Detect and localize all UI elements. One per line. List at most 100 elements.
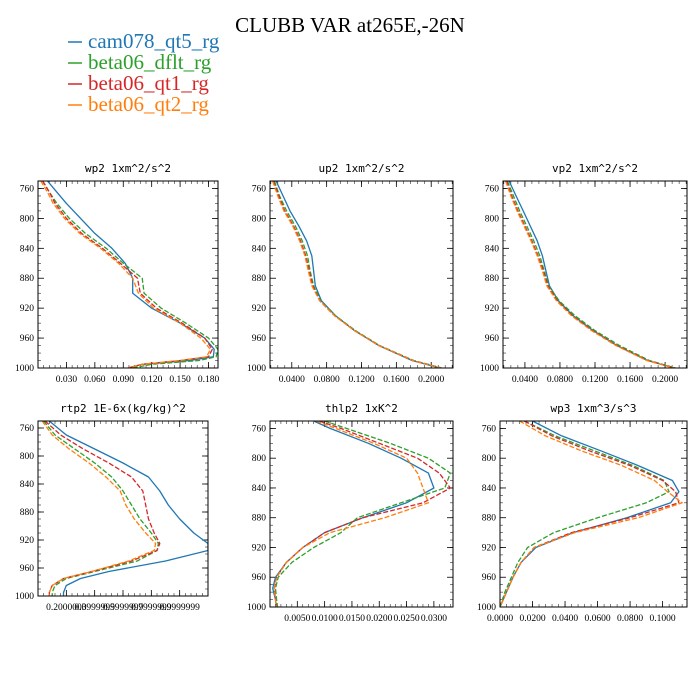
y-tick-label: 880: [482, 514, 497, 524]
series-line-beta06_qt1_rg: [505, 181, 675, 368]
series-line-beta06_qt2_rg: [500, 421, 683, 607]
y-tick-label: 1000: [477, 603, 496, 613]
x-tick-label: 0.0150: [339, 614, 365, 624]
plot-frame: [269, 420, 454, 608]
panel-title: up2 1xm^2/s^2: [318, 162, 404, 175]
x-tick-label: 0.1200: [582, 375, 608, 385]
series-line-beta06_qt2_rg: [271, 181, 441, 368]
y-tick-label: 840: [252, 244, 267, 254]
series-line-beta06_dflt_rg: [274, 421, 451, 607]
panel-title: wp2 1xm^2/s^2: [85, 162, 171, 175]
x-tick-label: 0.2000: [652, 375, 678, 385]
x-tick-label: 0.0200: [519, 614, 545, 624]
panels-grid: wp2 1xm^2/s^2 760 800 840 880 920 960 1000 0.030…: [15, 162, 688, 624]
series-line-beta06_qt1_rg: [42, 181, 213, 368]
x-tick-label: 0.0300: [421, 614, 447, 624]
figure-title: CLUBB VAR at265E,-26N: [235, 13, 465, 37]
y-tick-label: 960: [20, 564, 35, 574]
y-tick-label: 800: [252, 214, 267, 224]
x-tick-label: 0.0600: [585, 614, 611, 624]
x-tick-label: 0.0800: [314, 375, 340, 385]
panel-6: wp3 1xm^3/s^3 760 800 840 880 920 960 10000.000…: [477, 402, 688, 624]
series-line-beta06_qt2_rg: [504, 181, 675, 368]
series-line-beta06_dflt_rg: [506, 181, 676, 368]
x-tick-label: 0.030: [56, 375, 78, 385]
y-tick-label: 760: [20, 184, 35, 194]
x-tick-label: 0.1600: [617, 375, 643, 385]
x-tick-label: 0.120: [141, 375, 163, 385]
x-tick-label: 0.0400: [552, 614, 578, 624]
y-tick-label: 840: [252, 484, 267, 494]
series-line-cam078_qt5_rg: [47, 181, 215, 368]
panel-1: wp2 1xm^2/s^2 760 800 840 880 920 960 1000 0.030…: [15, 162, 219, 385]
y-tick-label: 800: [482, 454, 497, 464]
x-tick-label: 0.1600: [383, 375, 409, 385]
y-tick-label: 760: [252, 424, 267, 434]
panel-3: vp2 1xm^2/s^2 760 800 840 880 920 960 1000 0.040…: [480, 162, 688, 385]
y-tick-label: 960: [252, 573, 267, 583]
y-tick-label: 960: [482, 573, 497, 583]
panel-title: rtp2 1E-6x(kg/kg)^2: [60, 402, 186, 415]
y-tick-label: 800: [20, 214, 35, 224]
series-line-beta06_qt1_rg: [273, 421, 451, 607]
series-line-cam078_qt5_rg: [272, 421, 435, 607]
legend: cam078_qt5_rgbeta06_dflt_rgbeta06_qt1_rg…: [68, 29, 220, 116]
y-tick-label: 1000: [247, 364, 266, 374]
x-tick-label: 0.2000000: [46, 603, 87, 613]
series-line-beta06_qt1_rg: [272, 181, 441, 368]
series-line-beta06_dflt_rg: [273, 181, 442, 368]
x-tick-label: 0.0250: [394, 614, 420, 624]
x-tick-label: 0.0000: [487, 614, 513, 624]
y-tick-label: 880: [252, 514, 267, 524]
series-line-beta06_dflt_rg: [43, 421, 160, 596]
x-tick-label: 0.0400: [512, 375, 538, 385]
legend-label-beta06_dflt_rg: beta06_dflt_rg: [88, 50, 212, 74]
series-line-cam078_qt5_rg: [48, 421, 208, 596]
legend-label-beta06_qt1_rg: beta06_qt1_rg: [88, 71, 209, 95]
x-tick-label: 0.090: [113, 375, 135, 385]
y-tick-label: 960: [485, 334, 500, 344]
y-tick-label: 1000: [247, 603, 266, 613]
series-line-beta06_dflt_rg: [42, 181, 218, 368]
legend-label-cam078_qt5_rg: cam078_qt5_rg: [88, 29, 220, 53]
series-line-cam078_qt5_rg: [508, 181, 675, 368]
y-tick-label: 920: [252, 304, 267, 314]
x-tick-label: 0.2000: [418, 375, 444, 385]
x-tick-label: 0.0050: [284, 614, 310, 624]
series-line-cam078_qt5_rg: [275, 181, 441, 368]
y-tick-label: 920: [485, 304, 500, 314]
y-tick-label: 760: [482, 424, 497, 434]
plot-frame: [502, 180, 688, 369]
y-tick-label: 960: [252, 334, 267, 344]
x-tick-label: 0.9999999: [159, 603, 200, 613]
y-tick-label: 760: [485, 184, 500, 194]
y-tick-label: 800: [485, 214, 500, 224]
y-tick-label: 920: [20, 536, 35, 546]
y-tick-label: 840: [485, 244, 500, 254]
x-tick-label: 0.0100: [312, 614, 338, 624]
panel-title: thlp2 1xK^2: [325, 402, 398, 415]
plot-frame: [499, 420, 688, 608]
y-tick-label: 840: [20, 244, 35, 254]
y-tick-label: 1000: [15, 592, 34, 602]
y-tick-label: 840: [482, 484, 497, 494]
y-tick-label: 880: [20, 274, 35, 284]
y-tick-label: 920: [252, 543, 267, 553]
x-tick-label: 0.0800: [617, 614, 643, 624]
y-tick-label: 800: [20, 452, 35, 462]
y-tick-label: 920: [20, 304, 35, 314]
x-tick-label: 0.060: [84, 375, 106, 385]
panel-title: vp2 1xm^2/s^2: [552, 162, 638, 175]
x-tick-label: 0.3999999: [74, 603, 115, 613]
y-tick-label: 880: [252, 274, 267, 284]
plot-frame: [37, 180, 219, 369]
panel-title: wp3 1xm^3/s^3: [550, 402, 636, 415]
plot-frame: [269, 180, 454, 369]
y-tick-label: 1000: [15, 364, 34, 374]
y-tick-label: 880: [485, 274, 500, 284]
y-tick-label: 1000: [480, 364, 499, 374]
x-tick-label: 0.7999999: [131, 603, 172, 613]
series-line-beta06_qt2_rg: [41, 421, 157, 596]
